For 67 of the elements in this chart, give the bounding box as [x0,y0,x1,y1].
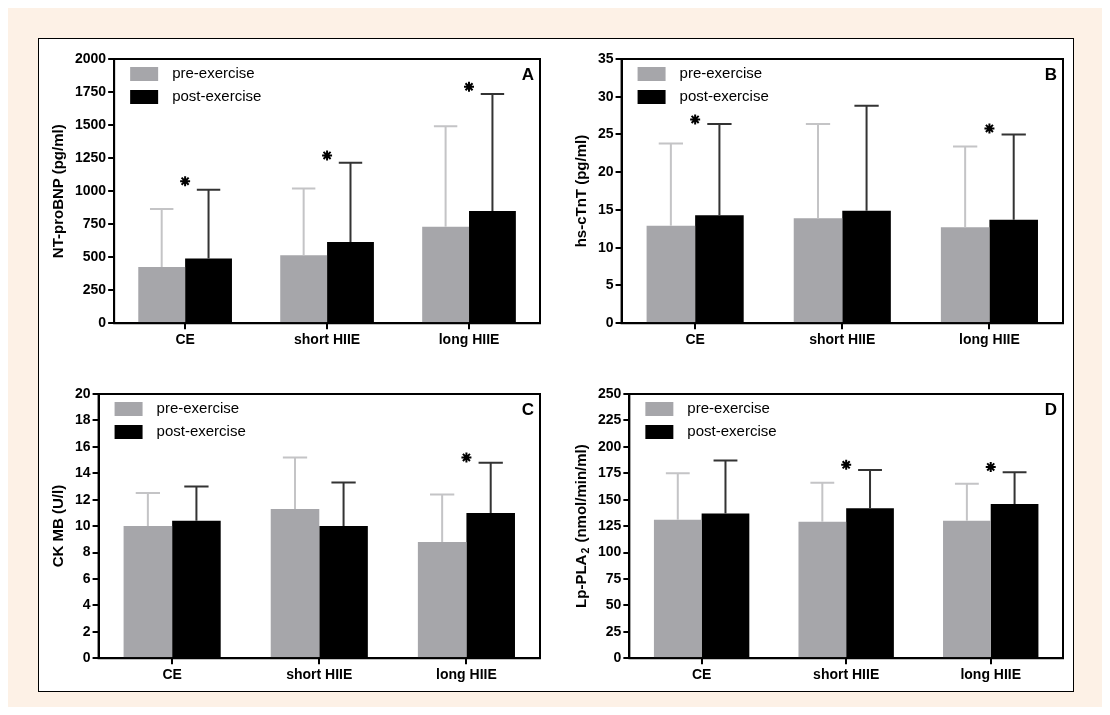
x-tick-label: CE [685,331,705,348]
y-tick-label: 2000 [74,49,107,66]
legend-label: post-exercise [156,422,246,440]
y-tick-label: 1500 [74,115,107,132]
x-tick-label: short HIIE [809,331,876,348]
y-tick-label: 15 [597,200,614,217]
x-tick-label: long HIIE [436,666,497,683]
annotation: D [1044,400,1057,420]
y-tick-label: 100 [598,543,622,560]
y-tick-label: 5 [605,276,614,293]
y-tick-label: 200 [598,437,622,454]
y-tick-label: 25 [605,622,622,639]
y-axis-title: hs-cTnT (pg/ml) [572,134,590,248]
y-tick-label: 750 [82,214,107,231]
y-tick-label: 18 [74,411,91,428]
y-tick-label: 25 [597,125,614,142]
y-tick-label: 30 [597,87,614,104]
legend-label: post-exercise [687,422,777,440]
x-tick-label: CE [691,666,712,683]
legend-label: pre-exercise [156,399,240,417]
x-tick-label: CE [162,666,182,683]
y-tick-label: 16 [74,437,91,454]
y-tick-label: 0 [605,314,614,331]
x-tick-label: short HIIE [813,666,880,683]
x-tick-label: long HIIE [959,331,1020,348]
x-tick-label: long HIIE [438,331,500,348]
y-tick-label: 0 [98,314,107,331]
legend-label: pre-exercise [679,64,763,82]
x-tick-label: CE [175,331,195,348]
x-tick-label: short HIIE [294,331,361,348]
y-axis-title: NT-proBNP (pg/ml) [49,124,67,259]
y-tick-label: 1250 [74,148,107,165]
y-tick-label: 10 [597,238,614,255]
y-tick-label: 0 [82,649,91,666]
annotation: A [521,65,534,85]
legend-label: post-exercise [172,87,262,105]
y-tick-label: 500 [82,248,107,265]
y-tick-label: 125 [598,516,622,533]
y-tick-label: 14 [74,464,91,481]
legend-label: pre-exercise [172,64,255,82]
y-tick-label: 20 [597,163,614,180]
y-tick-label: 2 [82,622,91,639]
annotation: B [1044,65,1057,85]
annotation: C [521,400,534,420]
legend-label: post-exercise [679,87,769,105]
y-tick-label: 0 [613,649,622,666]
y-tick-label: 10 [74,516,91,533]
y-tick-label: 250 [82,281,107,298]
y-axis-title: CK MB (U/l) [49,484,67,568]
y-tick-label: 175 [598,464,622,481]
x-tick-label: long HIIE [960,666,1022,683]
y-tick-label: 4 [82,596,91,613]
x-tick-label: short HIIE [286,666,353,683]
y-tick-label: 1750 [74,82,107,99]
y-tick-label: 250 [598,384,622,401]
y-tick-label: 12 [74,490,91,507]
y-tick-label: 225 [598,411,622,428]
y-tick-label: 1000 [74,181,107,198]
y-tick-label: 50 [605,596,622,613]
y-tick-label: 8 [82,543,91,560]
y-tick-label: 35 [597,49,614,66]
y-tick-label: 75 [605,569,622,586]
y-axis-title: Lp-PLA2 (nmol/min/ml) [572,444,592,608]
legend-label: pre-exercise [687,399,770,417]
y-tick-label: 6 [82,569,91,586]
y-tick-label: 20 [74,384,91,401]
y-tick-label: 150 [598,490,622,507]
